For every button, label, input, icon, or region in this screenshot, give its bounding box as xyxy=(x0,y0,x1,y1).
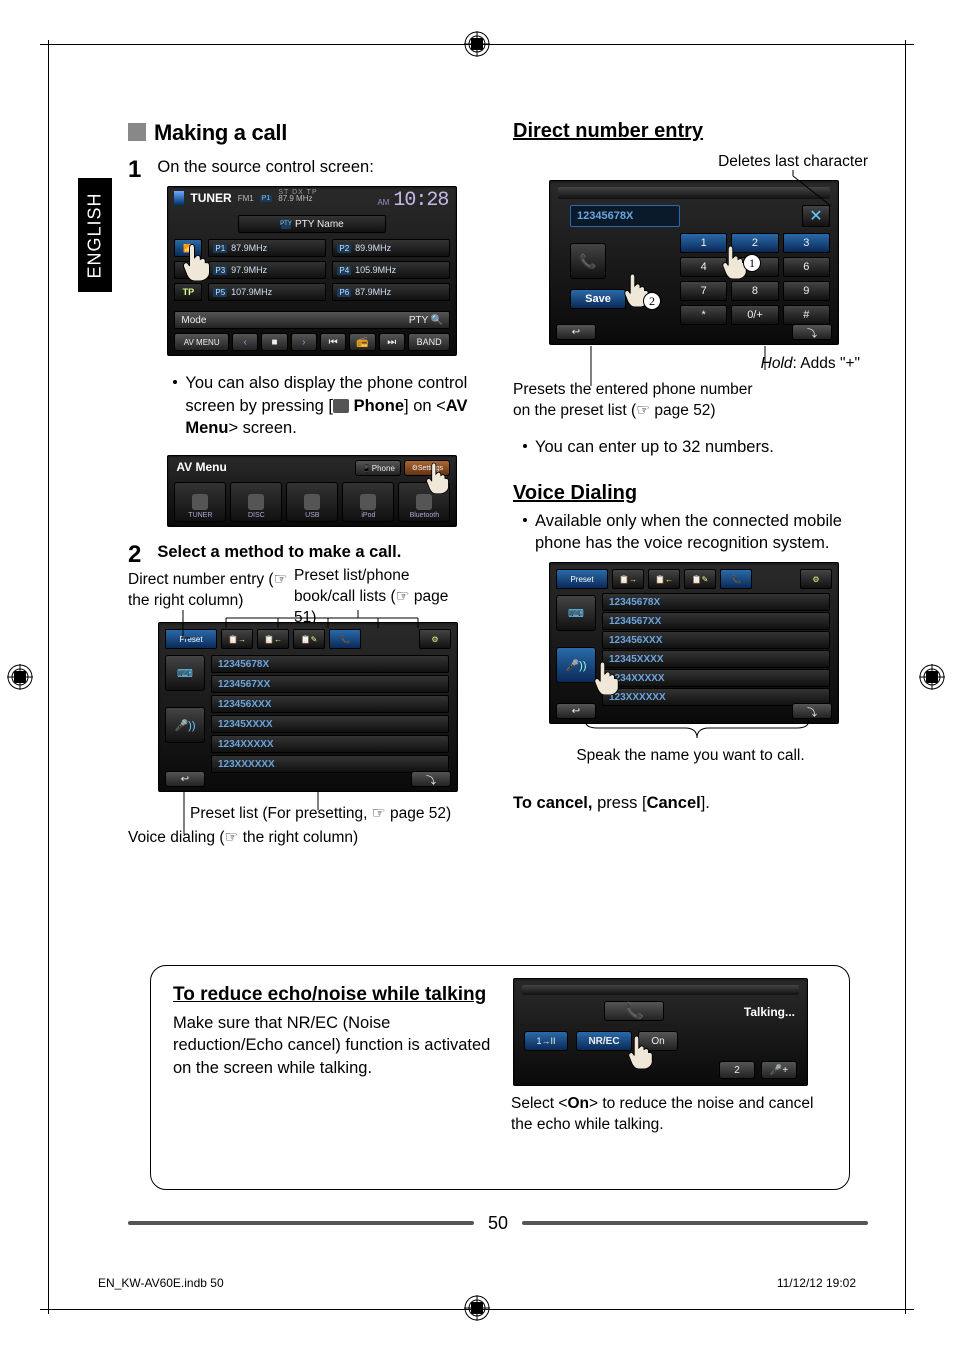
voice-note: Available only when the connected mobile… xyxy=(535,510,875,555)
label-voice-dialing: Voice dialing (☞ the right column) xyxy=(128,828,358,849)
step2-text: Select a method to make a call. xyxy=(157,541,483,563)
tuner-screenshot: TUNER FM1 P1 87.9 MHz ST DX TP AM 10:28 … xyxy=(167,186,457,356)
echo-noise-text: Make sure that NR/EC (Noise reduction/Ec… xyxy=(173,1012,493,1079)
step1-text: On the source control screen: xyxy=(157,156,483,178)
preset-screenshot: Preset 📋→ 📋← 📋✎ 📞 ⚙ ⌨ 🎤)) 12345678X12345… xyxy=(158,622,458,792)
registration-mark-top xyxy=(464,31,490,57)
label-hold: Hold: Adds "+" xyxy=(761,354,860,375)
voice-brace xyxy=(585,720,815,744)
step1-note: You can also display the phone control s… xyxy=(185,372,483,439)
echo-noise-box: To reduce echo/noise while talking Make … xyxy=(150,965,850,1190)
nrec-caption: Select <On> to reduce the noise and canc… xyxy=(511,1094,831,1136)
label-preset-entered: Presets the entered phone number on the … xyxy=(513,380,773,422)
language-tab: ENGLISH xyxy=(78,178,112,292)
nrec-screenshot: 📞 Talking... 1→II NR/EC On 2 🎤+ xyxy=(513,978,808,1086)
avmenu-screenshot: AV Menu 📱 Phone ⚙ Settings TUNERDISCUSBi… xyxy=(167,455,457,527)
cancel-line: To cancel, press [Cancel]. xyxy=(513,792,710,814)
voice-toolbar: Preset 📋→ 📋← 📋✎ 📞 ⚙ xyxy=(556,569,832,589)
registration-mark-left xyxy=(7,664,33,690)
voice-screenshot: Preset 📋→ 📋← 📋✎ 📞 ⚙ ⌨ 🎤)) 12345678X12345… xyxy=(549,562,839,724)
label-preset-presetting: Preset list (For presetting, ☞ page 52) xyxy=(190,804,451,825)
leader-lines xyxy=(128,606,468,646)
dialpad-leaders xyxy=(513,166,868,386)
voice-caption: Speak the name you want to call. xyxy=(513,746,868,767)
section-marker-icon xyxy=(128,123,146,141)
registration-mark-bottom xyxy=(464,1295,490,1321)
registration-mark-right xyxy=(919,664,945,690)
language-label: ENGLISH xyxy=(85,192,106,278)
page-number: 50 xyxy=(488,1213,508,1234)
step-number-2: 2 xyxy=(128,541,141,569)
heading-making-a-call: Making a call xyxy=(128,120,483,146)
step-number-1: 1 xyxy=(128,156,141,527)
bullet-enter-32: You can enter up to 32 numbers. xyxy=(535,436,774,458)
footer-timestamp: 11/12/12 19:02 xyxy=(777,1276,856,1290)
footer-filename: EN_KW-AV60E.indb 50 xyxy=(98,1276,224,1290)
heading-voice-dialing: Voice Dialing xyxy=(513,482,637,505)
heading-direct-number: Direct number entry xyxy=(513,120,868,143)
phone-icon xyxy=(333,399,349,413)
page-number-bar: 50 xyxy=(128,1216,868,1230)
